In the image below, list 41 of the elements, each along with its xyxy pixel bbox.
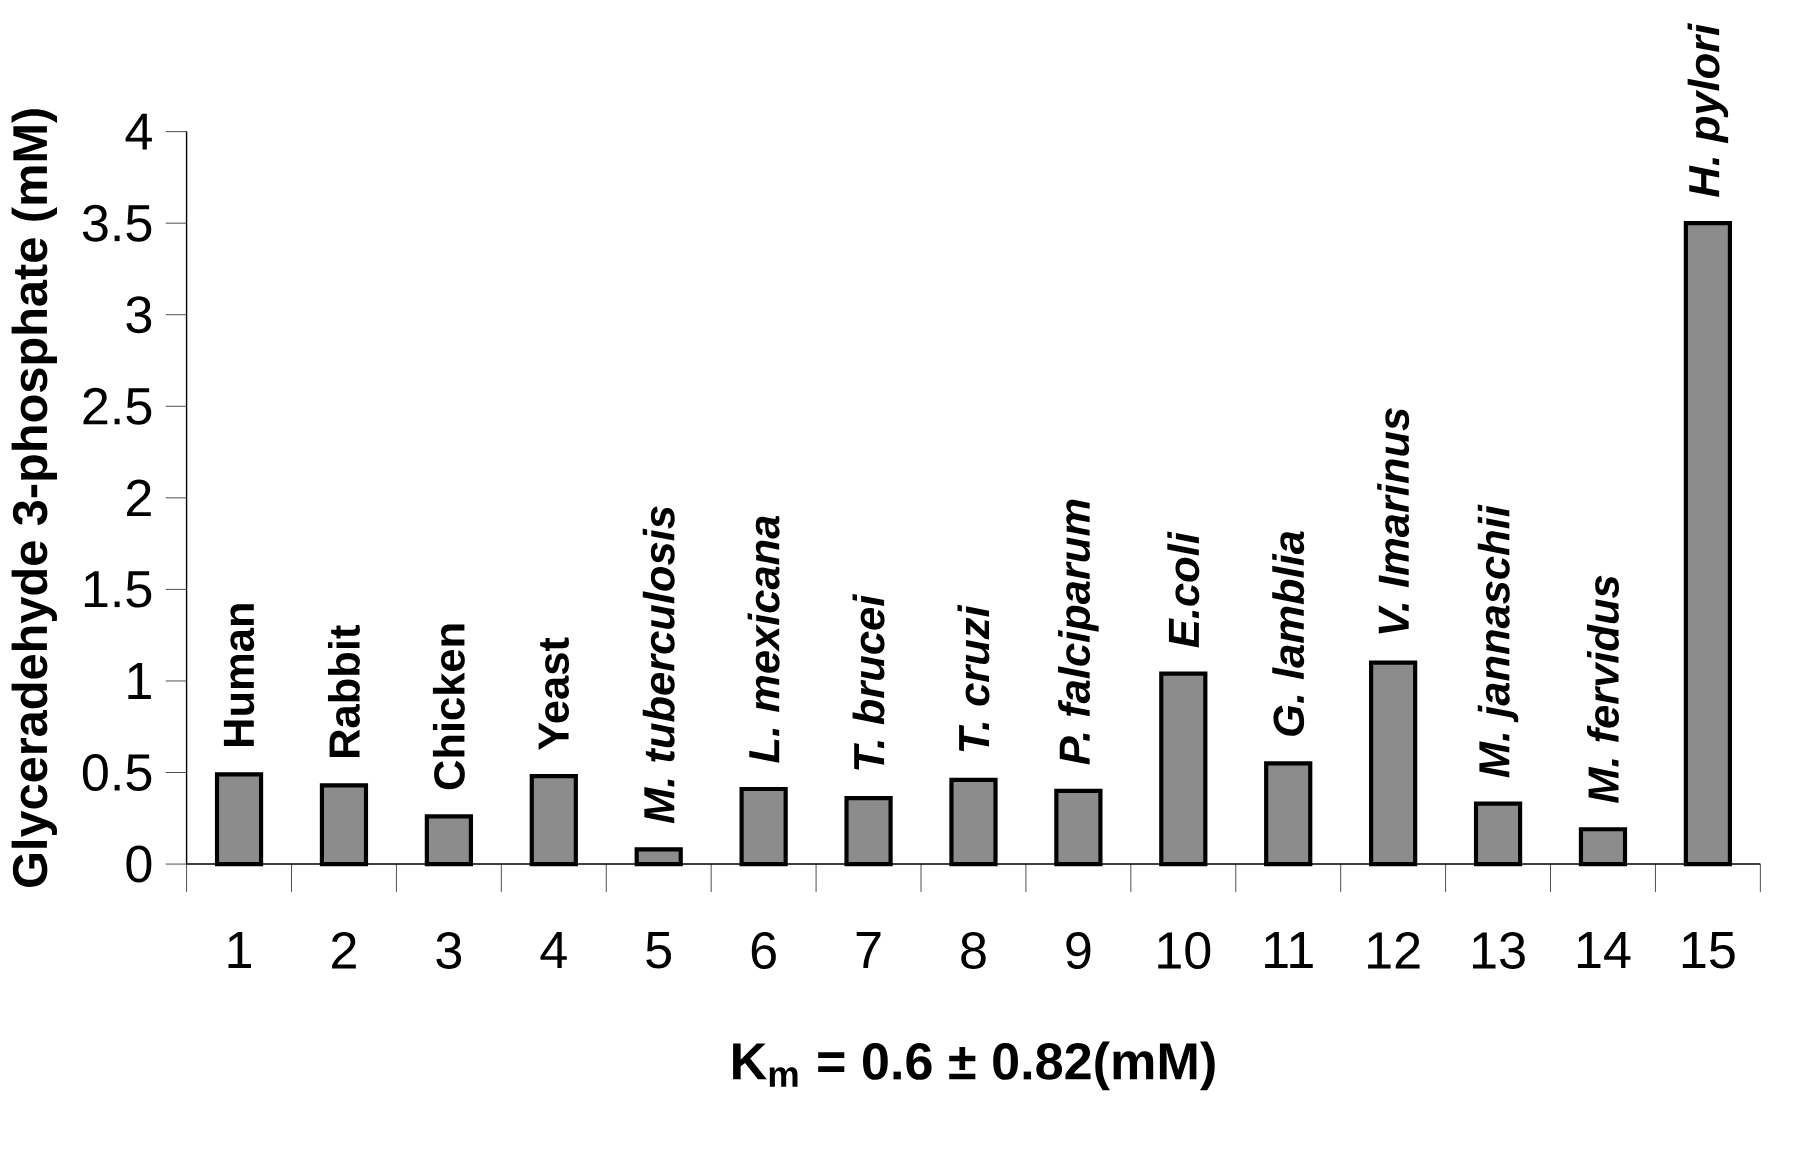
y-tick-label: 0 <box>126 845 152 883</box>
annotation: T. brucei <box>852 593 885 770</box>
x-tick-label: 6 <box>751 932 776 969</box>
x-tick-label: 3 <box>436 932 462 969</box>
y-tick-label: 1 <box>128 663 151 699</box>
x-tick-label: 9 <box>1066 932 1091 969</box>
annotation: G. lamblia <box>1272 531 1305 736</box>
x-tick-label: 13 <box>1473 932 1525 969</box>
x-tick-label: 8 <box>961 932 986 969</box>
y-tick-label: 3.5 <box>82 204 152 242</box>
y-tick-label: 2 <box>127 479 151 517</box>
x-tick-label: 1 <box>228 932 251 968</box>
x-tick-label: 2 <box>332 932 356 969</box>
annotation: Yeast <box>538 637 569 750</box>
y-tick-label: 4 <box>125 113 152 150</box>
annotation: M. jannaschii <box>1477 504 1519 778</box>
x-tick-label: 10 <box>1158 932 1211 969</box>
y-tick-label: 1.5 <box>84 571 152 608</box>
x-tick-label: 4 <box>540 932 567 968</box>
annotation: Rabbit <box>327 625 360 757</box>
annotation: T. cruzi <box>957 604 990 752</box>
x-tick-label: 12 <box>1368 932 1420 969</box>
y-tick-label: 3 <box>126 296 152 334</box>
annotation: M. fervidus <box>1586 575 1619 804</box>
annotation: V. Imarinus <box>1377 408 1410 634</box>
x-tick-label: 14 <box>1577 932 1631 968</box>
y-tick-label: 2.5 <box>83 387 152 425</box>
x-tick-label: 7 <box>856 932 881 968</box>
annotation: L. mexicana <box>747 515 780 763</box>
annotation: H. pylori <box>1687 23 1729 197</box>
annotation: Chicken <box>432 624 465 790</box>
y-tick-label: 0.5 <box>82 754 152 791</box>
annotation: P. falciparum <box>1058 499 1099 765</box>
x-axis-title: K$_{m}$ = 0.6 ± 0.82(mM) <box>733 1041 1215 1091</box>
x-tick-label: 15 <box>1682 932 1735 969</box>
x-tick-label: 5 <box>646 932 672 969</box>
y-axis-title: Glyceradehyde 3-phosphate (mM) <box>11 109 57 887</box>
annotation: Human <box>223 604 255 747</box>
x-tick-label: 11 <box>1265 932 1313 968</box>
annotation: M. tuberculosis <box>642 506 675 824</box>
annotation: E.coli <box>1167 531 1200 648</box>
